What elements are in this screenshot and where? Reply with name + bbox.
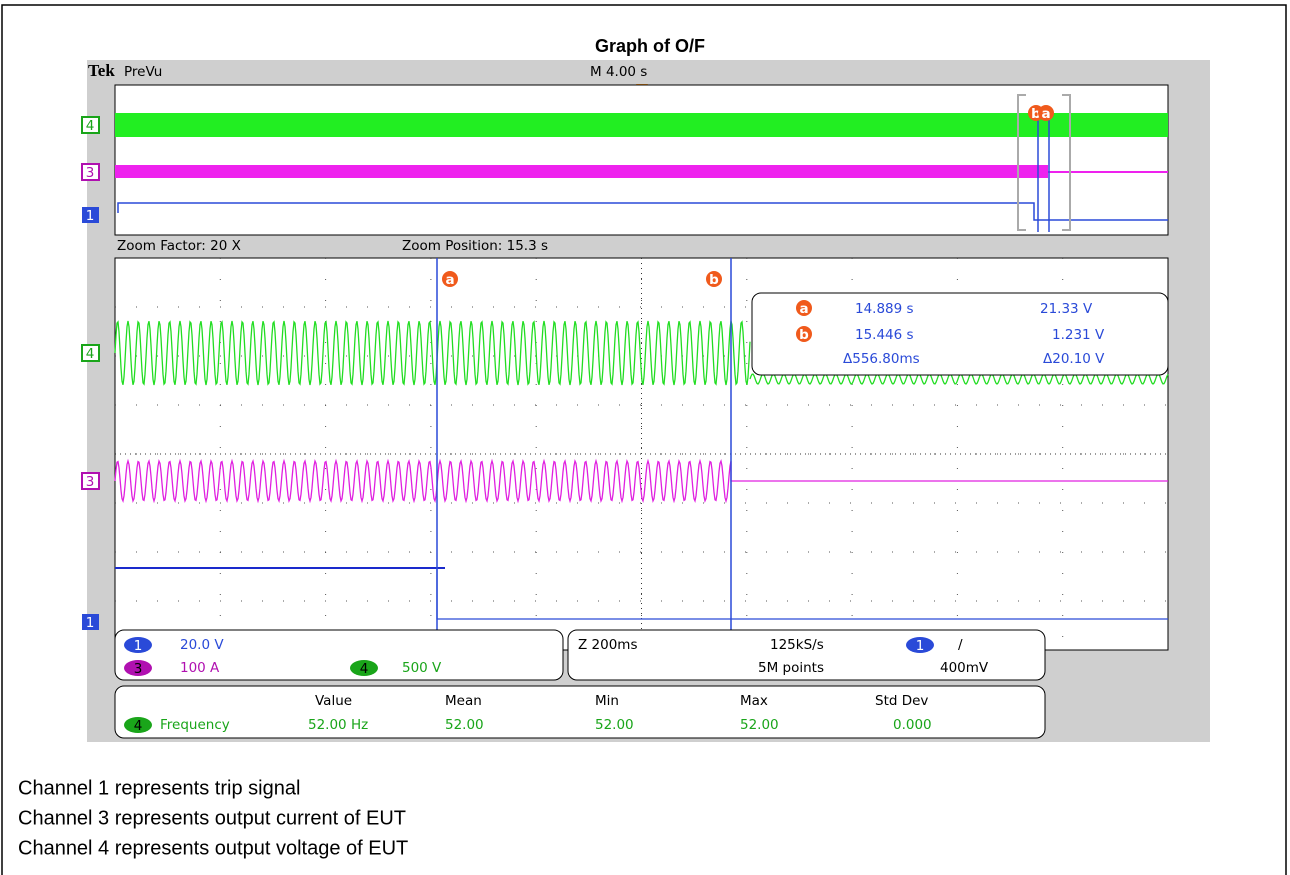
cursor-value: 1.231 V bbox=[1052, 327, 1105, 343]
delta-time: Δ556.80ms bbox=[843, 351, 920, 367]
ch-scale: 500 V bbox=[402, 660, 442, 676]
vertical-box bbox=[114, 629, 564, 681]
meas-value: 52.00 bbox=[445, 717, 484, 733]
ch-icon-label: 4 bbox=[360, 661, 369, 677]
grid bbox=[115, 258, 1168, 650]
meas-header: Max bbox=[740, 693, 768, 709]
ch-icon bbox=[124, 717, 152, 733]
cursor-readout bbox=[751, 292, 1169, 376]
cursor-icon bbox=[796, 300, 812, 316]
ch-icon bbox=[906, 637, 934, 653]
ch-marker-label: 3 bbox=[86, 165, 95, 181]
ch-marker-label: 3 bbox=[86, 474, 95, 490]
meas-value: 0.000 bbox=[893, 717, 932, 733]
cursor-label: b bbox=[799, 327, 809, 343]
zoom-position: Zoom Position: 15.3 s bbox=[402, 238, 548, 254]
meas-header: Value bbox=[315, 693, 352, 709]
preview bbox=[114, 84, 1169, 236]
ch-icon-label: 4 bbox=[134, 718, 143, 734]
meas-header: Std Dev bbox=[875, 693, 928, 709]
cursor-label: b bbox=[709, 272, 719, 288]
mode: PreVu bbox=[124, 64, 162, 80]
meas-header: Mean bbox=[445, 693, 482, 709]
cursor-icon bbox=[1038, 105, 1054, 121]
markers: 4 3 1 4 3 1 bbox=[81, 116, 100, 631]
caption: Channel 4 represents output voltage of E… bbox=[18, 837, 408, 859]
ch-marker-label: 4 bbox=[86, 346, 95, 362]
sample-rate: 125kS/s bbox=[770, 637, 824, 653]
trigger-level: 400mV bbox=[940, 660, 989, 676]
ch-icon-label: 3 bbox=[134, 661, 143, 677]
ch-marker bbox=[81, 163, 100, 181]
page-border bbox=[1, 4, 1287, 875]
ch-icon-label: 1 bbox=[916, 638, 925, 654]
ch3-wave bbox=[114, 458, 1168, 504]
ch-icon bbox=[124, 637, 152, 653]
ch-scale: 100 A bbox=[180, 660, 220, 676]
cursor-label: a bbox=[445, 272, 454, 288]
cursor-label: a bbox=[1041, 106, 1050, 122]
ch-marker bbox=[81, 344, 100, 362]
cursor-value: 21.33 V bbox=[1040, 301, 1093, 317]
cursor-icon bbox=[442, 271, 458, 287]
cursor-time: 14.889 s bbox=[855, 301, 914, 317]
meas-value: 52.00 Hz bbox=[308, 717, 368, 733]
ch-icon bbox=[124, 660, 152, 676]
ch-marker bbox=[81, 472, 100, 490]
zoom-bracket bbox=[1017, 94, 1071, 231]
meas-value: 52.00 bbox=[740, 717, 779, 733]
caption: Channel 1 represents trip signal bbox=[18, 777, 300, 799]
ch-icon-label: 1 bbox=[134, 638, 143, 654]
ch4-wave bbox=[114, 320, 751, 386]
ch-marker-label: 1 bbox=[86, 208, 95, 224]
ch1-preview bbox=[117, 202, 1168, 221]
meas-name: Frequency bbox=[160, 717, 230, 733]
cursor-icon bbox=[706, 271, 722, 287]
ch-marker bbox=[82, 614, 99, 630]
caption: Channel 3 represents output current of E… bbox=[18, 807, 406, 829]
ch4-preview bbox=[115, 113, 1168, 137]
title: Graph of O/F bbox=[595, 36, 705, 56]
ch-scale: 20.0 V bbox=[180, 637, 224, 653]
trigger-slope: / bbox=[958, 637, 963, 653]
zoom-scale: Z 200ms bbox=[578, 637, 638, 653]
zoom-factor: Zoom Factor: 20 X bbox=[117, 238, 241, 254]
cursor-label: a bbox=[799, 301, 808, 317]
meas-header: Min bbox=[595, 693, 619, 709]
ch-marker bbox=[82, 207, 99, 223]
waveforms bbox=[114, 113, 1169, 620]
record-length: 5M points bbox=[758, 660, 824, 676]
cursor-label: b bbox=[1031, 106, 1041, 122]
ch4-wave bbox=[749, 373, 1169, 385]
ch3-preview bbox=[115, 165, 1048, 178]
timebase: M 4.00 s bbox=[590, 64, 647, 80]
brand: Tek bbox=[88, 61, 115, 80]
ch-icon bbox=[350, 660, 378, 676]
delta-value: Δ20.10 V bbox=[1043, 351, 1105, 367]
cursor-time: 15.446 s bbox=[855, 327, 914, 343]
meas-value: 52.00 bbox=[595, 717, 634, 733]
ch-marker-label: 4 bbox=[86, 118, 95, 134]
ch-marker-label: 1 bbox=[86, 615, 95, 631]
measurement-box bbox=[114, 685, 1046, 739]
cursor-icon bbox=[796, 326, 812, 342]
ch-marker bbox=[81, 116, 100, 134]
